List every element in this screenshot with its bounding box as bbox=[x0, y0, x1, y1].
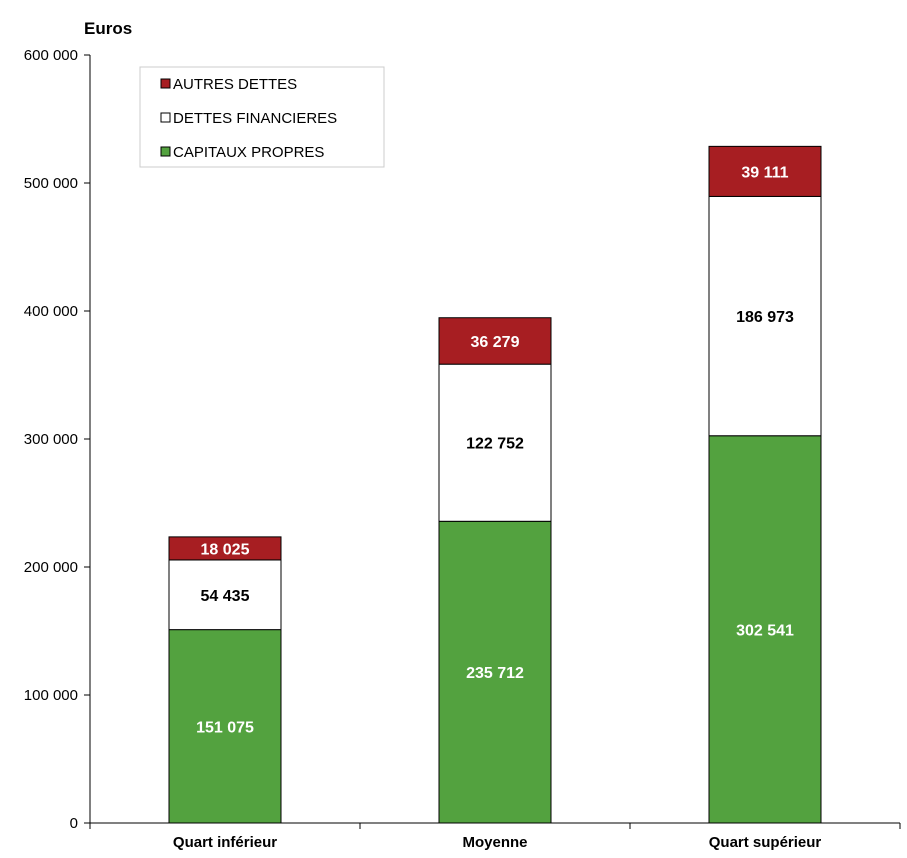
data-label-dettes-financieres-1: 54 435 bbox=[201, 588, 250, 605]
data-label-autres-dettes-2: 36 279 bbox=[471, 334, 520, 351]
legend-label-autres-dettes: AUTRES DETTES bbox=[173, 76, 297, 93]
x-tick-label: Moyenne bbox=[462, 834, 527, 851]
y-tick-label: 500 000 bbox=[24, 175, 78, 192]
y-tick-label: 100 000 bbox=[24, 687, 78, 704]
data-label-capitaux-propres-3: 302 541 bbox=[736, 622, 794, 639]
legend-box bbox=[139, 66, 385, 168]
data-label-dettes-financieres-3: 186 973 bbox=[736, 309, 794, 326]
data-label-autres-dettes-1: 18 025 bbox=[201, 541, 250, 558]
x-tick-label: Quart supérieur bbox=[709, 834, 822, 851]
legend-label-dettes-financieres: DETTES FINANCIERES bbox=[173, 110, 337, 127]
x-tick-label: Quart inférieur bbox=[173, 834, 277, 851]
bar-dettes-financieres-2 bbox=[438, 363, 552, 522]
data-label-autres-dettes-3: 39 111 bbox=[741, 164, 788, 181]
bar-autres-dettes-1 bbox=[168, 536, 282, 561]
legend: AUTRES DETTES DETTES FINANCIERES CAPITAUX … bbox=[139, 66, 385, 168]
bar-capitaux-propres-3 bbox=[708, 435, 822, 824]
bar-capitaux-propres-1 bbox=[168, 629, 282, 824]
legend-swatch-dettes-financieres bbox=[160, 112, 171, 123]
bars-layer: 151 075 54 435 18 025 235 712 122 752 36 279 3… bbox=[168, 145, 822, 824]
bar-capitaux-propres-2 bbox=[438, 520, 552, 824]
legend-swatch-capitaux-propres bbox=[160, 146, 171, 157]
bar-dettes-financieres-3 bbox=[708, 195, 822, 437]
data-label-dettes-financieres-2: 122 752 bbox=[466, 436, 524, 453]
y-tick-label: 600 000 bbox=[24, 47, 78, 64]
y-tick-label: 0 bbox=[70, 815, 78, 832]
legend-swatch-autres-dettes bbox=[160, 78, 171, 89]
data-label-capitaux-propres-2: 235 712 bbox=[466, 665, 524, 682]
legend-label-capitaux-propres: CAPITAUX PROPRES bbox=[173, 144, 324, 161]
bar-autres-dettes-2 bbox=[438, 317, 552, 365]
bar-dettes-financieres-1 bbox=[168, 559, 282, 631]
data-label-capitaux-propres-1: 151 075 bbox=[196, 719, 254, 736]
axes-layer: 0 100 000 200 000 300 000 400 000 500 000 600 … bbox=[24, 47, 901, 851]
bar-autres-dettes-3 bbox=[708, 145, 822, 197]
y-axis-title: Euros bbox=[84, 19, 132, 38]
y-tick-label: 200 000 bbox=[24, 559, 78, 576]
y-tick-label: 300 000 bbox=[24, 431, 78, 448]
y-tick-label: 400 000 bbox=[24, 303, 78, 320]
